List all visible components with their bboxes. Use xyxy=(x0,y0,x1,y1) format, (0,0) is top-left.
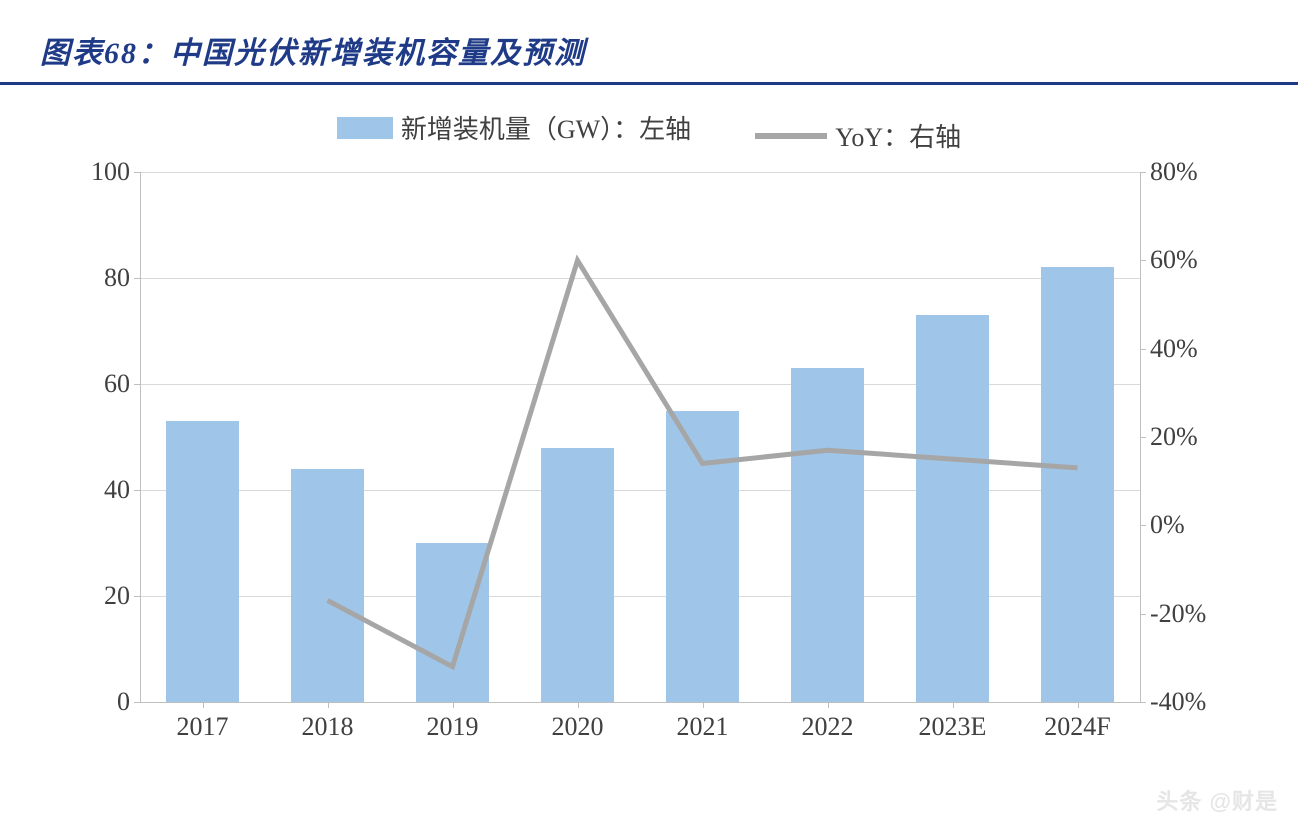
y-right-axis xyxy=(1140,172,1141,702)
watermark: 头条 @财是 xyxy=(1156,784,1278,816)
x-tick-mark xyxy=(828,702,829,708)
x-tick-mark xyxy=(1078,702,1079,708)
x-axis xyxy=(140,702,1140,703)
legend-swatch-line xyxy=(755,133,827,139)
legend-item-bar: 新增装机量（GW）：左轴 xyxy=(337,109,691,146)
y-left-tick-label: 20 xyxy=(104,581,130,611)
x-tick-mark xyxy=(703,702,704,708)
x-tick-label: 2024F xyxy=(1015,712,1140,742)
legend-label-line: YoY：右轴 xyxy=(835,117,961,154)
x-tick-label: 2020 xyxy=(515,712,640,742)
legend: 新增装机量（GW）：左轴 YoY：右轴 xyxy=(0,85,1298,154)
chart-title-block: 图表68：中国光伏新增装机容量及预测 xyxy=(0,0,1298,85)
y-right-tick-label: 60% xyxy=(1150,245,1198,275)
y-right-tick-label: 40% xyxy=(1150,334,1198,364)
y-right-tick-mark xyxy=(1140,702,1146,703)
y-left-tick-label: 0 xyxy=(117,687,130,717)
line-series xyxy=(140,172,1140,702)
y-right-tick-label: -20% xyxy=(1150,599,1206,629)
x-tick-label: 2019 xyxy=(390,712,515,742)
y-left-axis-labels: 020406080100 xyxy=(50,162,130,752)
x-tick-mark xyxy=(203,702,204,708)
x-tick-label: 2022 xyxy=(765,712,890,742)
y-right-tick-label: 80% xyxy=(1150,157,1198,187)
legend-swatch-bar xyxy=(337,117,393,139)
chart-area: 020406080100 -40%-20%0%20%40%60%80% 2017… xyxy=(50,162,1240,752)
y-right-tick-label: 20% xyxy=(1150,422,1198,452)
x-tick-mark xyxy=(578,702,579,708)
y-left-tick-label: 100 xyxy=(91,157,130,187)
y-right-tick-label: -40% xyxy=(1150,687,1206,717)
legend-label-bar: 新增装机量（GW）：左轴 xyxy=(401,109,691,146)
x-tick-label: 2021 xyxy=(640,712,765,742)
x-tick-label: 2017 xyxy=(140,712,265,742)
y-left-tick-label: 60 xyxy=(104,369,130,399)
y-left-tick-label: 80 xyxy=(104,263,130,293)
x-tick-mark xyxy=(953,702,954,708)
x-tick-mark xyxy=(328,702,329,708)
legend-item-line: YoY：右轴 xyxy=(755,117,961,154)
x-tick-label: 2023E xyxy=(890,712,1015,742)
y-right-tick-label: 0% xyxy=(1150,510,1185,540)
x-tick-mark xyxy=(453,702,454,708)
plot-area: 2017201820192020202120222023E2024F xyxy=(140,172,1140,702)
yoy-line xyxy=(328,260,1078,666)
y-left-tick-label: 40 xyxy=(104,475,130,505)
chart-title: 图表68：中国光伏新增装机容量及预测 xyxy=(40,37,586,70)
x-tick-label: 2018 xyxy=(265,712,390,742)
y-right-axis-labels: -40%-20%0%20%40%60%80% xyxy=(1150,162,1240,752)
